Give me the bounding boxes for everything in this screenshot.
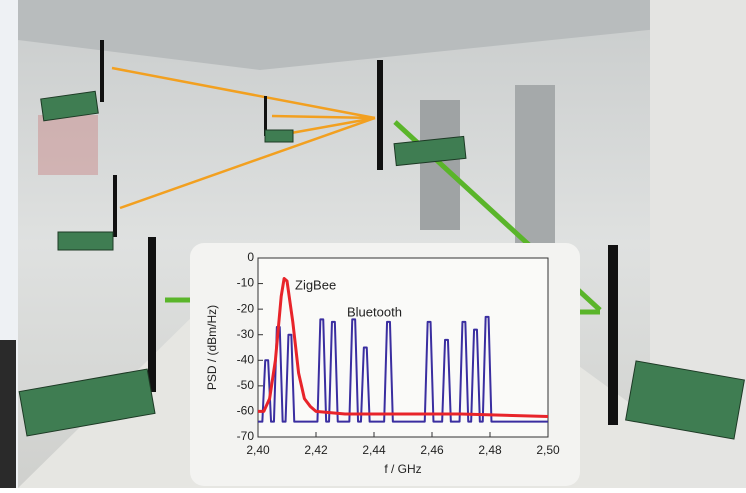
y-tick-label: -20 [237,301,255,315]
y-tick-label: -70 [237,429,255,443]
x-tick-label: 2,42 [304,443,328,457]
left-dark [0,340,16,488]
x-tick-label: 2,48 [478,443,502,457]
series-label: Bluetooth [347,304,402,319]
series-line [258,276,549,419]
x-tick-label: 2,44 [362,443,386,457]
ceiling [18,0,746,70]
arrows-orange [111,66,376,210]
y-tick-label: -60 [237,404,255,418]
cabinet [38,115,98,175]
x-axis-label: f / GHz [384,462,421,476]
y-tick-label: -30 [237,327,255,341]
y-tick-label: -10 [237,276,255,290]
x-tick-label: 2,40 [246,443,270,457]
y-tick-label: -50 [237,378,255,392]
y-axis-label: PSD / (dBm/Hz) [205,305,219,390]
series-label: ZigBee [295,277,336,292]
boards [18,90,745,440]
antennas [100,40,618,425]
y-tick-label: 0 [247,250,254,264]
x-tick-label: 2,50 [536,443,560,457]
x-tick-label: 2,46 [420,443,444,457]
door [515,85,555,245]
series-line [258,315,548,423]
y-tick-label: -40 [237,352,255,366]
plot-area [257,257,549,438]
chart: -70 -60 -50 -40 -30 -20 -10 0 2,40 2,42 2,44 2,46 2,… [205,250,560,476]
